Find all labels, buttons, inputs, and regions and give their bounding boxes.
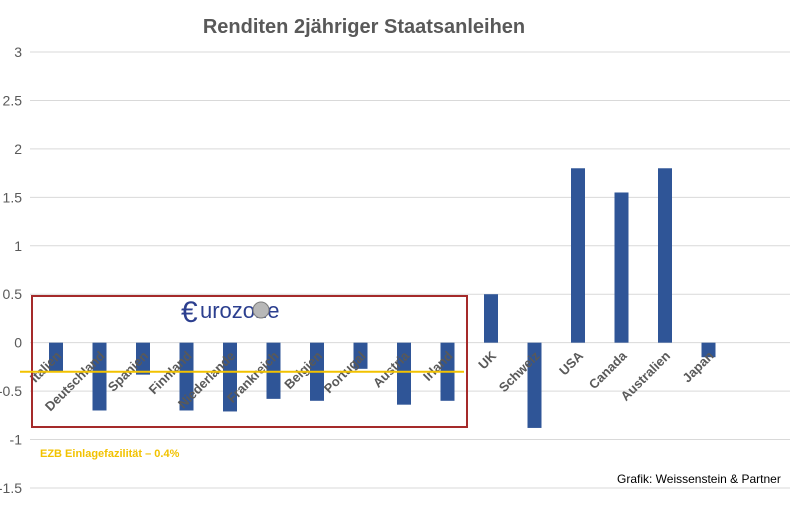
credit-label: Grafik: Weissenstein & Partner: [617, 472, 781, 486]
bar: [658, 168, 672, 343]
y-tick-label: 1: [14, 238, 22, 254]
bar: [527, 342, 542, 428]
bar: [179, 342, 194, 411]
bar: [484, 294, 498, 343]
bar: [49, 342, 63, 372]
bars: [49, 168, 716, 428]
bar: [614, 192, 629, 343]
y-tick-label: 2: [14, 141, 22, 157]
ezb-label: EZB Einlagefazilität – 0.4%: [40, 448, 180, 460]
category-label: UK: [475, 348, 499, 372]
bar: [397, 342, 411, 405]
chart-title: Renditen 2jähriger Staatsanleihen: [203, 16, 525, 38]
euro-sign-icon: €: [181, 296, 198, 329]
y-tick-label: 0.5: [3, 286, 23, 302]
eurozone-logo: € urozone: [181, 296, 280, 329]
category-label: Canada: [586, 348, 630, 392]
y-axis-ticks: 3 2.5 2 1.5 1 0.5 0 -0.5 -1 -1.5: [0, 44, 22, 496]
category-labels: ItalienDeutschlandSpanienFinnlandNiederl…: [27, 348, 717, 414]
y-tick-label: -1.5: [0, 480, 22, 496]
bar: [353, 342, 368, 369]
y-tick-label: -1: [10, 432, 23, 448]
y-tick-label: -0.5: [0, 383, 22, 399]
category-label: USA: [556, 348, 586, 378]
bar: [571, 168, 585, 343]
coin-icon: [252, 301, 270, 319]
y-tick-label: 1.5: [3, 189, 23, 205]
y-tick-label: 2.5: [3, 92, 23, 108]
eurozone-box: [31, 295, 468, 428]
bar: [701, 342, 716, 358]
bar: [223, 342, 237, 412]
category-label: Japan: [679, 348, 716, 385]
bar: [92, 342, 107, 411]
y-tick-label: 0: [14, 335, 22, 351]
bar: [136, 342, 150, 375]
y-tick-label: 3: [14, 44, 22, 60]
gridlines: [30, 51, 790, 489]
